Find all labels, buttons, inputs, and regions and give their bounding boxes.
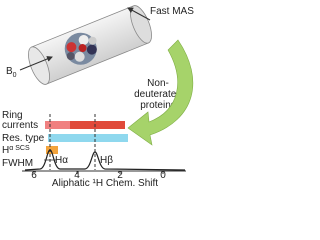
peak-label: Hα	[55, 155, 68, 166]
spectrum	[24, 149, 186, 171]
protein	[64, 32, 97, 65]
peak-label: Hβ	[100, 155, 113, 166]
axis-label: Aliphatic ¹H Chem. Shift	[52, 178, 158, 189]
ring-label: Ring	[2, 110, 23, 121]
ring-label: currents	[2, 120, 38, 131]
rotor	[28, 5, 152, 85]
fast-mas-label: Fast MAS	[150, 6, 194, 17]
protein-label: Non-	[147, 78, 169, 89]
ha-scs-bar	[46, 146, 58, 154]
ticks: 6 4 2 0	[31, 170, 166, 181]
b0-label: B0	[6, 66, 17, 79]
spin-arrow	[127, 7, 151, 21]
tick-label: 4	[74, 170, 80, 181]
res-type-bar	[48, 134, 128, 142]
tick-label: 6	[31, 170, 37, 181]
ha-scs-label: Hα SCS	[2, 145, 30, 156]
ring-bar-core	[70, 121, 125, 129]
b0-arrow	[19, 56, 53, 71]
protein-label: proteins	[140, 100, 176, 111]
fwhm-label: FWHM	[2, 158, 33, 169]
protein-label: deuterated	[134, 89, 182, 100]
tick-label: 0	[160, 170, 166, 181]
green-arrow	[127, 39, 194, 146]
tick-label: 2	[117, 170, 123, 181]
res-type-label: Res. type	[2, 133, 45, 144]
figure: Fast MAS B0 Non- deuterated proteins Rin…	[2, 5, 194, 189]
